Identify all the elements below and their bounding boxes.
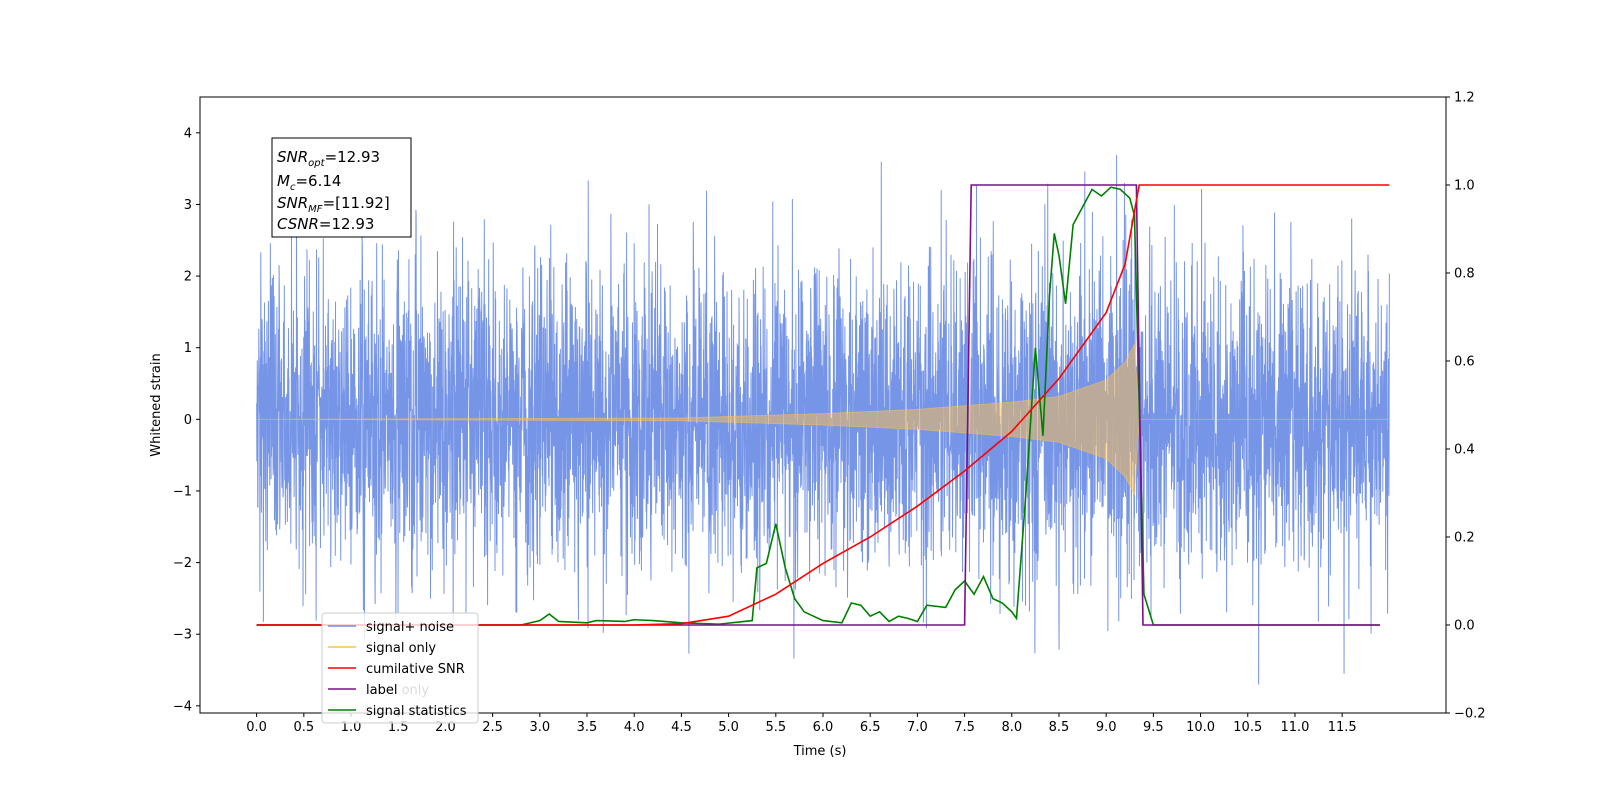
x-tick-label: 10.5 xyxy=(1233,720,1262,735)
x-tick-label: 3.0 xyxy=(529,720,550,735)
y2-axis-ticks: −0.2 0.0 0.2 0.4 0.6 0.8 1.0 1.2 xyxy=(1446,91,1486,722)
y2-tick-label: 0.0 xyxy=(1454,619,1475,634)
y-tick-label: −3 xyxy=(173,628,192,643)
annotation-snr-mf-value: =[11.92] xyxy=(323,194,390,212)
y-tick-label: −4 xyxy=(173,699,192,714)
y-axis-label: Whitened strain xyxy=(149,353,164,456)
y2-tick-label: 0.2 xyxy=(1454,531,1475,546)
legend-label-cumulative-snr: cumilative SNR xyxy=(366,662,465,677)
x-tick-label: 0.5 xyxy=(293,720,314,735)
snr-annotation-box: SNRopt=12.93 Mc=6.14 SNRMF=[11.92] CSNR=… xyxy=(271,137,412,238)
y2-tick-label: 1.0 xyxy=(1454,179,1475,194)
x-tick-label: 6.0 xyxy=(813,720,834,735)
y-tick-label: 0 xyxy=(184,413,192,428)
y-tick-label: 1 xyxy=(184,341,192,356)
legend-label-signal-noise: signal+ noise xyxy=(366,620,454,635)
x-tick-label: 8.0 xyxy=(1001,720,1022,735)
x-tick-label: 6.5 xyxy=(860,720,881,735)
y2-tick-label: −0.2 xyxy=(1454,707,1486,722)
annotation-snr-opt: SNRopt=12.93 xyxy=(277,148,380,169)
y-tick-label: −2 xyxy=(173,556,192,571)
legend-label-signal-statistics: signal statistics xyxy=(366,704,467,719)
series-label xyxy=(256,184,1380,626)
x-tick-label: 10.0 xyxy=(1186,720,1215,735)
annotation-snr-mf: SNRMF=[11.92] xyxy=(277,194,390,215)
x-tick-label: 9.5 xyxy=(1143,720,1164,735)
annotation-mc: Mc=6.14 xyxy=(277,172,341,193)
x-tick-label: 2.0 xyxy=(435,720,456,735)
x-tick-label: 2.5 xyxy=(482,720,503,735)
x-axis-ticks: 0.0 0.5 1.0 1.5 2.0 2.5 3.0 3.5 4.0 4.5 5.0 5.5 6.0 6… xyxy=(246,713,1357,735)
x-tick-label: 1.0 xyxy=(341,720,362,735)
plot-series-layer xyxy=(256,155,1390,685)
y-axis-ticks: −4 −3 −2 −1 0 1 2 3 4 xyxy=(173,126,200,714)
x-tick-label: 7.5 xyxy=(954,720,975,735)
x-tick-label: 7.0 xyxy=(907,720,928,735)
series-signal-noise xyxy=(256,155,1390,685)
annotation-snr-opt-value: =12.93 xyxy=(325,148,381,166)
y2-tick-label: 0.6 xyxy=(1454,355,1475,370)
y-tick-label: 4 xyxy=(184,126,192,141)
x-axis-label: Time (s) xyxy=(793,744,847,759)
x-tick-label: 4.0 xyxy=(624,720,645,735)
legend: signal+ noise signal only cumilative SNR… xyxy=(321,612,479,724)
series-cumulative-snr xyxy=(256,184,1390,626)
x-tick-label: 3.5 xyxy=(577,720,598,735)
x-tick-label: 8.5 xyxy=(1049,720,1070,735)
annotation-csnr-value: =12.93 xyxy=(319,215,375,233)
x-tick-label: 9.0 xyxy=(1096,720,1117,735)
x-tick-label: 1.5 xyxy=(388,720,409,735)
x-tick-label: 11.0 xyxy=(1280,720,1309,735)
y2-tick-label: 0.8 xyxy=(1454,267,1475,282)
x-tick-label: 4.5 xyxy=(671,720,692,735)
x-tick-label: 5.5 xyxy=(765,720,786,735)
x-tick-label: 0.0 xyxy=(246,720,267,735)
legend-frame xyxy=(321,612,479,724)
x-tick-label: 5.0 xyxy=(718,720,739,735)
y-tick-label: 3 xyxy=(184,198,192,213)
legend-label-signal-only: signal only xyxy=(366,641,436,656)
annotation-csnr: CSNR=12.93 xyxy=(277,215,374,233)
y2-tick-label: 0.4 xyxy=(1454,443,1475,458)
x-tick-label: 11.5 xyxy=(1328,720,1357,735)
annotation-mc-value: =6.14 xyxy=(295,172,341,190)
series-signal-statistics xyxy=(256,186,1380,626)
legend-label-label: label xyxy=(366,683,397,698)
series-signal-only xyxy=(256,342,1390,496)
legend-label-label-only: label only xyxy=(366,683,429,698)
y-tick-label: −1 xyxy=(173,484,192,499)
y-tick-label: 2 xyxy=(184,270,192,285)
annotation-frame xyxy=(271,137,412,238)
y2-tick-label: 1.2 xyxy=(1454,91,1475,106)
